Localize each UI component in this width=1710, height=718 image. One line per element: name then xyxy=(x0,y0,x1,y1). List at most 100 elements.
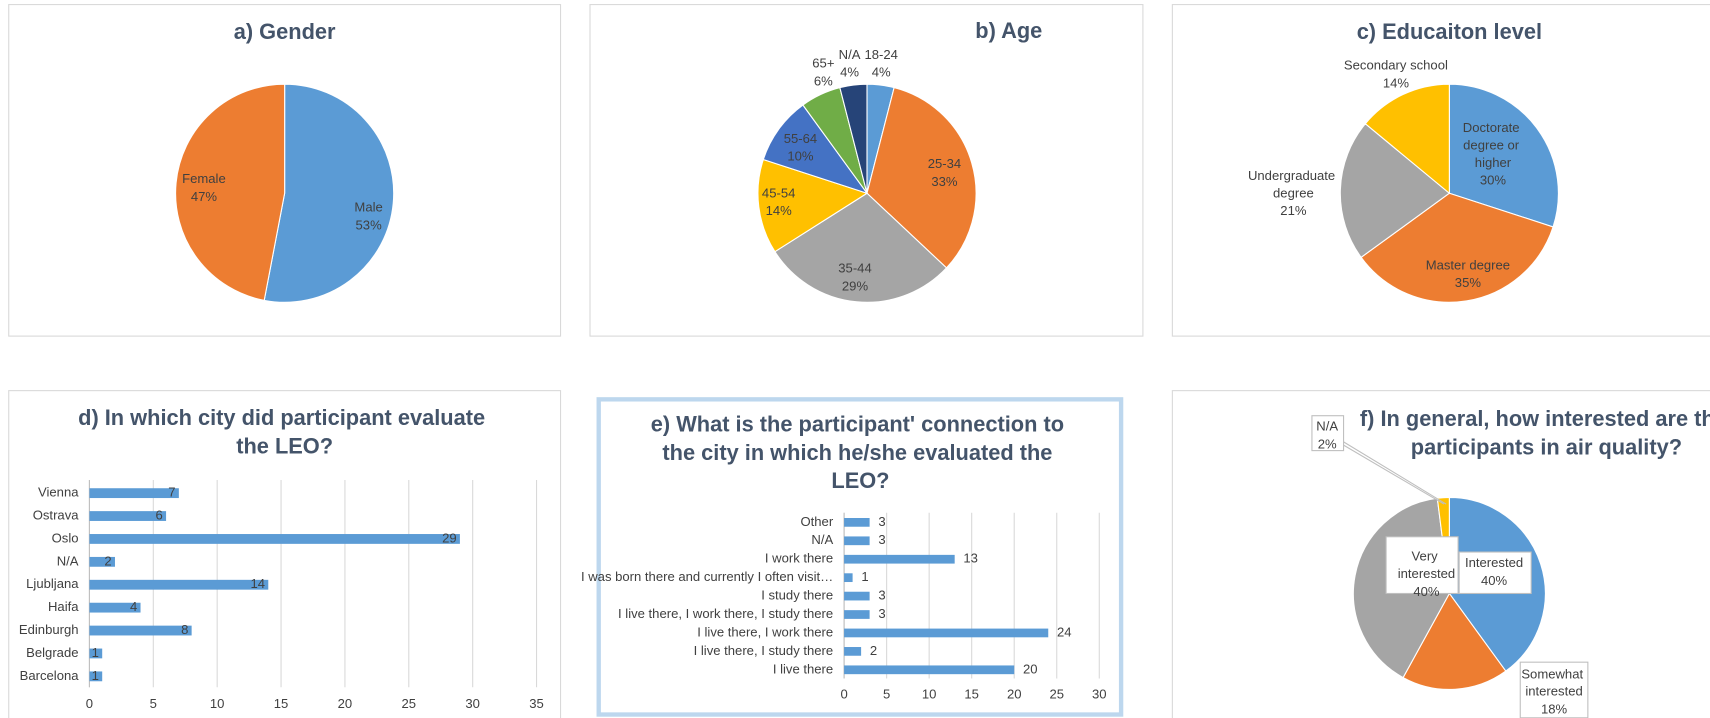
data-label: 3 xyxy=(878,588,885,603)
x-tick-label: 15 xyxy=(274,696,289,711)
data-label: 20 xyxy=(1023,661,1038,676)
slice-label: Master degree xyxy=(1426,258,1510,273)
slice-value-label: 18% xyxy=(1541,702,1568,717)
x-tick-label: 5 xyxy=(883,686,890,701)
x-tick-label: 0 xyxy=(840,686,847,701)
y-tick-label: N/A xyxy=(811,532,833,547)
slice-label: Somewhat interested xyxy=(1521,667,1586,699)
slice-value-label: 14% xyxy=(766,203,793,218)
x-tick-label: 10 xyxy=(210,696,225,711)
x-tick-label: 30 xyxy=(465,696,480,711)
data-label: 7 xyxy=(168,485,175,500)
pie-slice xyxy=(1402,592,1507,690)
pie-slice xyxy=(1339,122,1451,259)
bar xyxy=(844,628,1049,638)
bar xyxy=(89,625,192,636)
x-tick-label: 20 xyxy=(338,696,353,711)
pie-slice xyxy=(1364,83,1450,195)
slice-value-label: 4% xyxy=(872,65,891,80)
chart-title: f) In general, how interested are the pa… xyxy=(1360,406,1710,459)
slice-label: N/A xyxy=(1316,419,1338,434)
slice-value-label: 33% xyxy=(931,174,958,189)
slice-value-label: 29% xyxy=(842,278,869,293)
bar xyxy=(844,665,1015,675)
chart-title: e) What is the participant' connection t… xyxy=(651,411,1070,493)
bar xyxy=(844,573,853,583)
panel xyxy=(1171,390,1710,718)
slice-label: Doctorate degree or higher xyxy=(1463,120,1523,170)
slice-label: Male xyxy=(354,200,382,215)
slice-value-label: 4% xyxy=(840,65,859,80)
panel xyxy=(589,4,1144,337)
pie-slice xyxy=(774,192,948,303)
slice-value-label: 53% xyxy=(356,217,383,232)
slice-label: 45-54 xyxy=(762,186,795,201)
data-label: 3 xyxy=(878,606,885,621)
bar xyxy=(844,518,870,527)
callout-box xyxy=(1458,551,1532,595)
panel xyxy=(596,397,1124,717)
slice-value-label: 6% xyxy=(814,73,833,88)
slice-label: Undergraduate degree xyxy=(1248,168,1339,200)
bar xyxy=(89,534,460,544)
chart-title: a) Gender xyxy=(234,19,336,44)
y-tick-label: I live there xyxy=(773,661,833,676)
slice-value-label: 2% xyxy=(1318,437,1337,452)
x-tick-label: 15 xyxy=(964,686,979,701)
data-label: 8 xyxy=(181,622,188,637)
slice-label: 55-64 xyxy=(784,131,817,146)
data-label: 1 xyxy=(92,668,99,683)
callout-box xyxy=(1385,536,1459,595)
slice-label: N/A xyxy=(839,47,861,62)
y-tick-label: I live there, I work there, I study ther… xyxy=(618,606,833,621)
slice-label: 35-44 xyxy=(838,261,871,276)
slice-label: 18-24 xyxy=(864,47,897,62)
y-tick-label: I live there, I study there xyxy=(694,643,834,658)
slice-value-label: 35% xyxy=(1455,275,1482,290)
bar xyxy=(844,536,870,546)
y-tick-label: Barcelona xyxy=(20,668,80,683)
pie-slice xyxy=(866,86,977,269)
pie-slice xyxy=(1360,192,1554,303)
bar xyxy=(89,488,179,499)
x-tick-label: 5 xyxy=(150,696,157,711)
y-tick-label: N/A xyxy=(57,553,79,568)
x-tick-label: 25 xyxy=(1049,686,1064,701)
pie-slice xyxy=(757,158,869,253)
data-label: 3 xyxy=(878,514,885,529)
chart-title: b) Age xyxy=(975,18,1042,43)
data-label: 6 xyxy=(156,507,163,522)
slice-value-label: 14% xyxy=(1383,76,1410,91)
slice-label: Secondary school xyxy=(1344,58,1448,73)
slice-value-label: 47% xyxy=(191,189,218,204)
data-label: 1 xyxy=(92,645,99,660)
slice-label: Female xyxy=(182,172,226,187)
data-label: 29 xyxy=(442,530,457,545)
bar xyxy=(89,648,103,659)
y-tick-label: I live there, I work there xyxy=(697,624,833,639)
y-tick-label: I was born there and currently I often v… xyxy=(581,569,833,584)
data-label: 3 xyxy=(878,532,885,547)
leader-line xyxy=(1343,441,1447,505)
panel xyxy=(1171,4,1710,337)
leader-line xyxy=(1343,444,1445,505)
pie-slice xyxy=(839,83,868,194)
bar xyxy=(89,671,103,682)
callout-box xyxy=(1311,415,1345,452)
y-tick-label: Vienna xyxy=(38,485,79,500)
x-tick-label: 35 xyxy=(529,696,544,711)
pie-slice xyxy=(1448,83,1559,228)
y-tick-label: Ljubljana xyxy=(26,576,79,591)
bar xyxy=(844,610,870,619)
slice-value-label: 40% xyxy=(1481,573,1508,588)
bar xyxy=(89,511,167,521)
bar xyxy=(89,579,269,590)
panel xyxy=(8,390,562,718)
pie-slice xyxy=(175,83,286,301)
bar xyxy=(89,602,141,613)
bar xyxy=(844,647,862,656)
data-label: 14 xyxy=(250,576,265,591)
data-label: 24 xyxy=(1057,624,1072,639)
x-tick-label: 30 xyxy=(1092,686,1107,701)
